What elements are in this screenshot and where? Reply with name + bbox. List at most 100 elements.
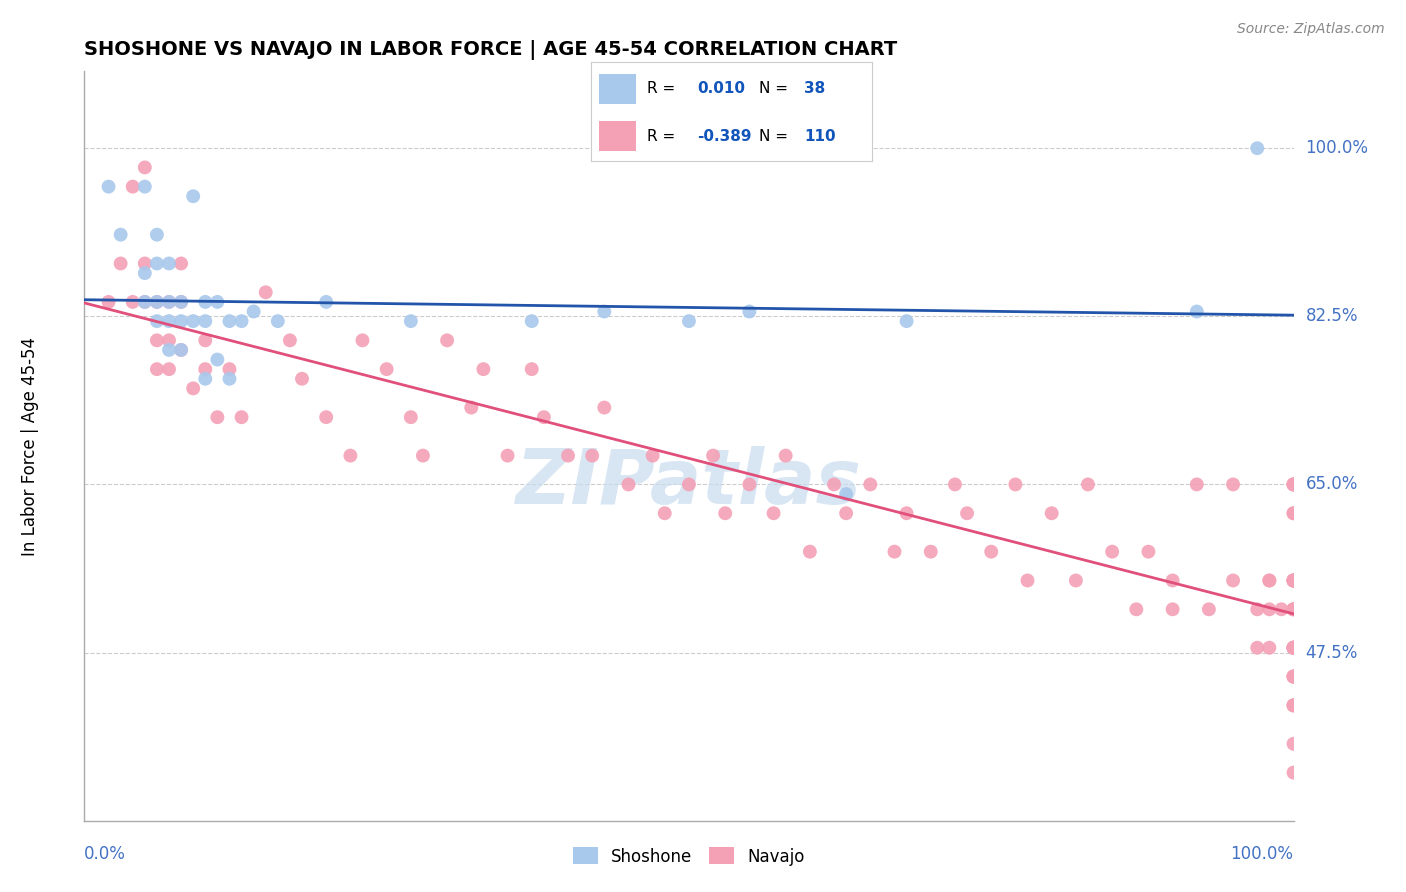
Point <box>157 334 180 348</box>
Point <box>762 506 785 520</box>
Point <box>496 449 519 463</box>
Text: N =: N = <box>759 81 789 96</box>
Point <box>520 362 543 376</box>
Point <box>399 314 422 328</box>
Text: 38: 38 <box>804 81 825 96</box>
Point <box>1161 574 1184 588</box>
Point <box>207 294 229 309</box>
Point <box>678 314 700 328</box>
Point <box>714 506 737 520</box>
Point <box>121 294 143 309</box>
Point <box>1258 602 1281 616</box>
Point <box>1282 737 1305 751</box>
Point <box>1270 602 1292 616</box>
Point <box>1282 669 1305 683</box>
Point <box>1282 574 1305 588</box>
Text: N =: N = <box>759 128 789 144</box>
Point <box>1282 477 1305 491</box>
Point <box>157 256 180 270</box>
Point <box>181 189 204 203</box>
Point <box>1137 544 1160 558</box>
Point <box>146 334 169 348</box>
Point <box>146 362 169 376</box>
Point <box>1258 574 1281 588</box>
Point <box>194 294 217 309</box>
Point <box>1282 640 1305 655</box>
Point <box>1282 669 1305 683</box>
Point <box>702 449 724 463</box>
Point <box>617 477 640 491</box>
Text: 65.0%: 65.0% <box>1306 475 1358 493</box>
Point <box>157 314 180 328</box>
Point <box>1282 574 1305 588</box>
Point <box>1282 477 1305 491</box>
Point <box>1282 640 1305 655</box>
Point <box>267 314 290 328</box>
Point <box>799 544 821 558</box>
Point <box>1282 698 1305 713</box>
Point <box>1017 574 1039 588</box>
Text: R =: R = <box>647 128 675 144</box>
Point <box>157 294 180 309</box>
Point <box>146 227 169 242</box>
Point <box>375 362 398 376</box>
Text: 0.0%: 0.0% <box>84 845 127 863</box>
Bar <box>599 121 636 151</box>
Point <box>1282 574 1305 588</box>
Point <box>883 544 905 558</box>
Point <box>157 343 180 357</box>
Point <box>678 477 700 491</box>
Point <box>1246 640 1268 655</box>
Point <box>231 410 253 425</box>
Point <box>1282 602 1305 616</box>
Point <box>146 294 169 309</box>
Point <box>1282 574 1305 588</box>
Point <box>1161 602 1184 616</box>
Bar <box>599 74 636 103</box>
Point <box>181 314 204 328</box>
Point <box>218 362 240 376</box>
Point <box>207 352 229 367</box>
Point <box>1282 698 1305 713</box>
Point <box>1282 669 1305 683</box>
Point <box>1282 765 1305 780</box>
Point <box>231 314 253 328</box>
Point <box>207 410 229 425</box>
Point <box>121 179 143 194</box>
Point <box>412 449 434 463</box>
Point <box>533 410 555 425</box>
Point <box>194 314 217 328</box>
Point <box>1101 544 1123 558</box>
Point <box>557 449 579 463</box>
Point <box>581 449 603 463</box>
Point <box>134 256 156 270</box>
Point <box>1064 574 1087 588</box>
Point <box>97 179 120 194</box>
Text: In Labor Force | Age 45-54: In Labor Force | Age 45-54 <box>21 336 39 556</box>
Point <box>1282 640 1305 655</box>
Text: R =: R = <box>647 81 675 96</box>
Point <box>1185 477 1208 491</box>
Point <box>1282 640 1305 655</box>
Point <box>194 334 217 348</box>
Point <box>920 544 942 558</box>
Point <box>242 304 264 318</box>
Point <box>859 477 882 491</box>
Text: -0.389: -0.389 <box>697 128 752 144</box>
Point <box>1282 574 1305 588</box>
Point <box>943 477 966 491</box>
Point <box>110 256 132 270</box>
Point <box>1246 602 1268 616</box>
Point <box>835 487 858 501</box>
Text: ZIPatlas: ZIPatlas <box>516 447 862 520</box>
Point <box>170 294 193 309</box>
Point <box>1282 640 1305 655</box>
Text: 110: 110 <box>804 128 835 144</box>
Point <box>170 343 193 357</box>
Point <box>194 362 217 376</box>
Text: 0.010: 0.010 <box>697 81 745 96</box>
Point <box>1222 574 1244 588</box>
Point <box>146 314 169 328</box>
Point <box>1258 574 1281 588</box>
Point <box>835 506 858 520</box>
